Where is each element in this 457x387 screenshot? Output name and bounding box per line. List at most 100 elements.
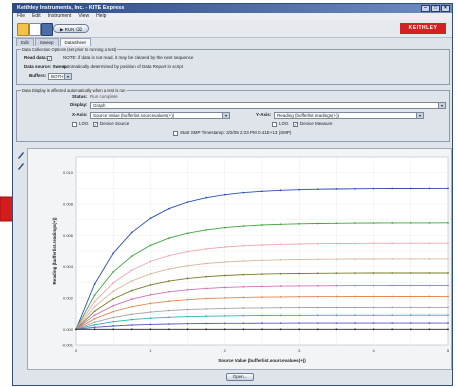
data-point [428,284,431,287]
data-point [205,262,208,265]
menu-view[interactable]: View [78,13,90,19]
save-icon[interactable] [41,23,53,36]
data-point [205,287,208,290]
data-point [409,257,412,260]
data-point [93,283,96,285]
data-point [447,242,449,245]
y-axis-label: Reading (bufferlist.readings(+)) [52,217,57,284]
y-log-checkbox[interactable] [272,122,277,127]
y-tick-label: 0.002 [63,296,74,301]
y-tick-label: 0.004 [63,264,74,269]
data-point [112,320,115,323]
y-tick-label: 0.008 [63,202,74,207]
tab-edit[interactable]: Edit [16,38,34,46]
data-point [279,322,282,325]
data-point [316,306,319,309]
x-log-checkbox[interactable] [72,122,77,127]
open-folder-icon[interactable] [29,23,41,36]
data-point [335,222,338,225]
data-point [354,328,356,331]
x-device-checkbox[interactable]: ✓ [93,122,98,127]
data-point [391,187,394,190]
buffers-value: BOTH [51,74,64,79]
display-select[interactable]: Graph ▾ [90,102,446,109]
run-button[interactable]: ▶ RUN ⌫ [53,24,89,33]
data-point [335,295,338,298]
data-point [186,298,189,301]
data-point [372,322,375,324]
data-point [223,297,226,299]
timestamp-checkbox[interactable] [173,131,178,136]
display-legend: Data Display is affected automatically w… [21,88,127,93]
data-point [112,252,115,255]
close-icon[interactable]: × [441,5,450,12]
data-point [335,284,338,287]
data-point [261,296,263,299]
data-point [186,250,189,253]
data-point [130,313,133,316]
data-point [186,232,189,235]
data-point [298,258,301,261]
data-point [391,272,394,274]
pan-tool-icon[interactable] [18,152,24,159]
data-point [428,314,431,317]
maximize-icon[interactable]: □ [431,5,440,12]
y-device-checkbox[interactable]: ✓ [293,122,298,127]
data-point [372,284,375,287]
data-point [186,308,189,311]
yaxis-select[interactable]: Reading (bufferlist.readings(+)) ▾ [274,112,424,119]
x-axis-label: Source Value (bufferlist.sourcevalues(+)… [218,358,306,363]
data-point [372,222,375,224]
data-point [354,187,356,190]
data-point [93,294,96,297]
buffers-label: Buffers: [29,73,47,78]
data-point [409,187,412,190]
buffers-select[interactable]: BOTH ▾ [48,73,72,80]
data-point [242,307,245,309]
data-point [205,315,208,318]
data-point [168,323,170,325]
minimize-icon[interactable]: – [421,5,430,12]
data-point [316,258,319,261]
data-point [168,300,170,303]
data-point [261,273,263,276]
data-point [205,247,208,250]
data-point [149,293,152,296]
menu-edit[interactable]: Edit [32,13,41,19]
data-point [130,231,133,234]
data-point [223,274,226,277]
data-point [298,314,301,317]
data-point [149,217,152,220]
new-file-icon[interactable] [17,23,29,36]
data-point [186,264,189,267]
y-tick-label: -0.001 [62,343,74,348]
read-data-note: NOTE: if data is not read, it may be cle… [63,55,194,60]
data-point [409,242,412,245]
open-button[interactable]: Open... [226,373,254,381]
data-point [149,328,152,331]
data-point [316,222,319,225]
data-point [409,314,412,317]
data-point [409,295,412,298]
x-device-label: Device Source [100,121,130,126]
menu-file[interactable]: File [17,13,26,19]
data-point [168,280,170,282]
data-point [335,306,338,309]
tab-datasheet[interactable]: DataSheet [59,38,91,46]
data-point [242,244,245,247]
tab-sweep[interactable]: Sweep [34,38,59,46]
menu-instrument[interactable]: Instrument [47,13,72,19]
data-point [112,290,115,293]
data-point [298,295,301,298]
data-point [242,314,245,317]
menu-help[interactable]: Help [96,13,107,19]
data-point [242,191,245,194]
zoom-tool-icon[interactable] [18,163,24,170]
xaxis-select[interactable]: Source Value (bufferlist.sourcevalues(+)… [90,112,230,119]
data-point [409,221,412,224]
data-point [298,284,301,287]
read-data-checkbox[interactable]: ✓ [47,55,52,61]
data-point [447,272,449,274]
data-point [186,201,189,204]
